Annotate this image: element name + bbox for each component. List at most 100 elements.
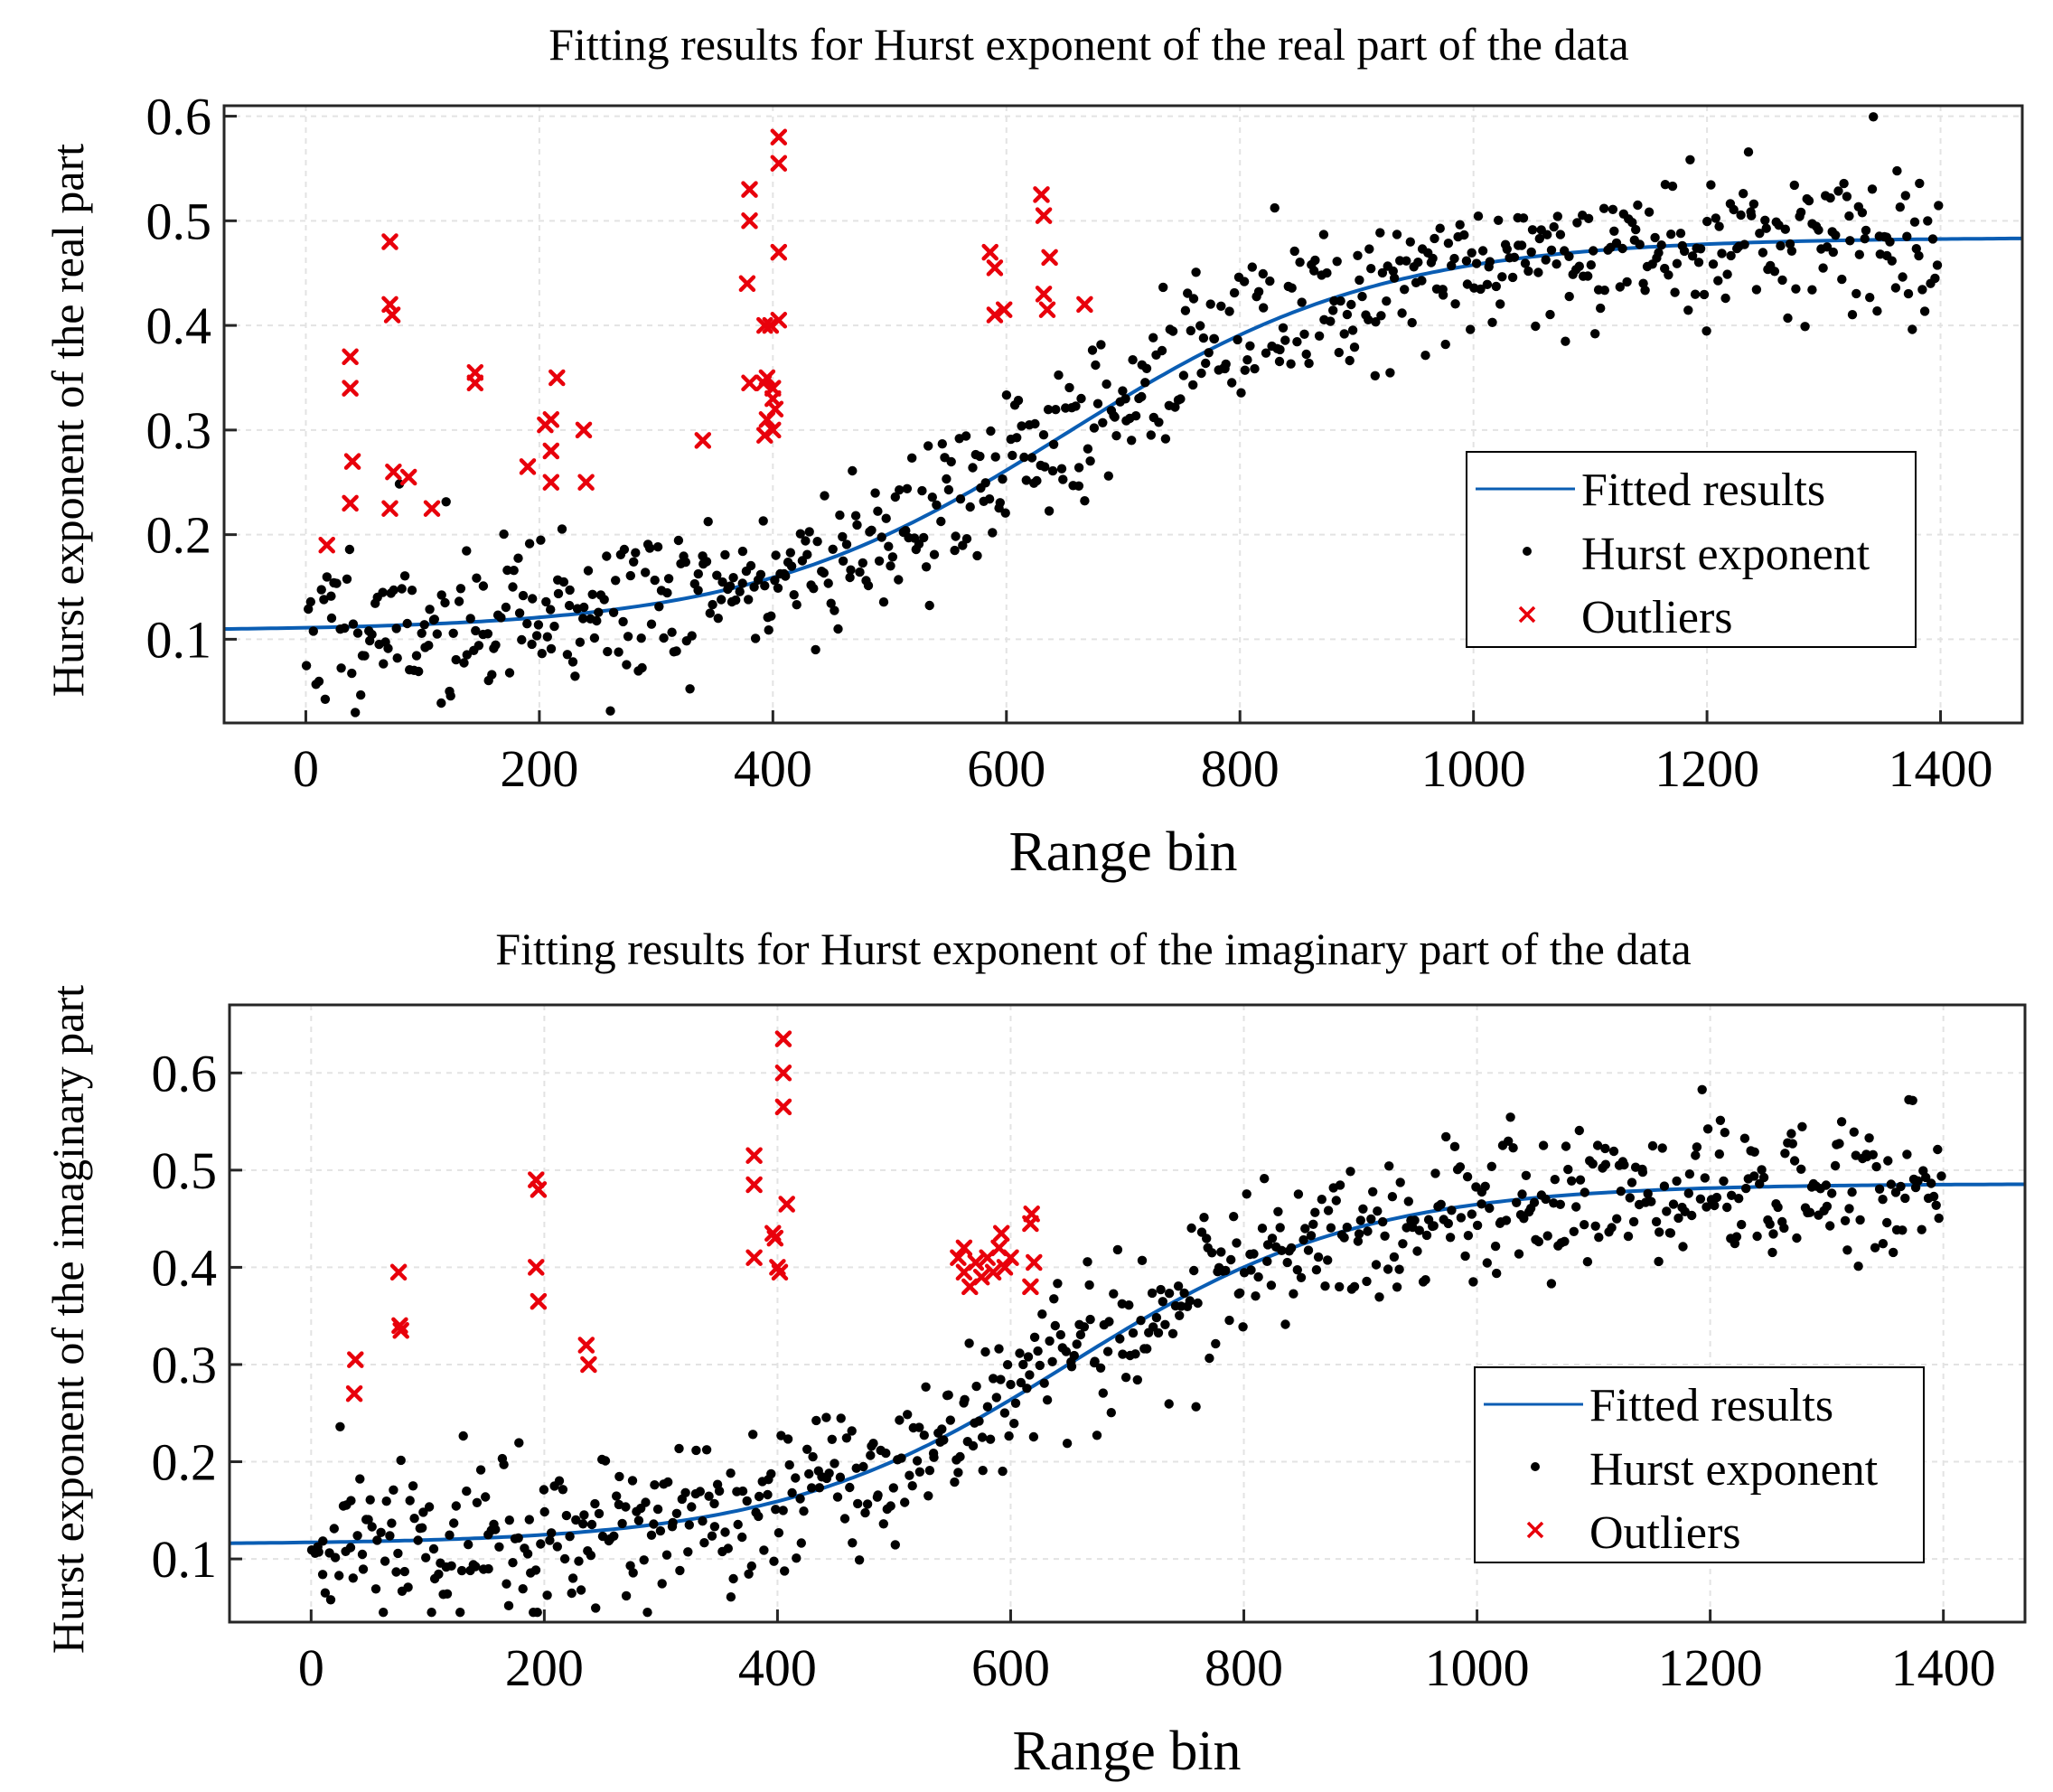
data-point [1128,355,1138,365]
data-point [950,1477,960,1487]
data-point [1748,199,1759,209]
data-point [964,1338,974,1348]
data-point [557,524,567,534]
data-point [821,1412,831,1422]
data-point [1919,306,1930,316]
data-point [1928,1191,1939,1202]
data-point [504,1515,514,1525]
data-point [1507,272,1518,283]
data-point [1104,1317,1114,1327]
data-point [971,1381,981,1392]
data-point [902,483,913,493]
x-axis-label: Range bin [1012,1721,1241,1782]
data-point [614,647,623,657]
data-point [1449,253,1459,264]
data-point [802,549,812,559]
data-point [917,485,927,496]
data-point [1280,335,1290,345]
data-point [1664,270,1673,280]
data-point [504,668,515,678]
outlier-point [347,1351,364,1368]
data-point [1006,1379,1016,1390]
data-point [1520,258,1531,268]
data-point [396,1455,406,1466]
data-point [1564,251,1574,261]
data-point [1623,1231,1634,1242]
data-point [1836,1117,1847,1127]
data-point [1287,283,1297,293]
data-point [1679,246,1690,257]
data-point [1196,368,1206,379]
outlier-point [774,1030,792,1047]
data-point [1485,1203,1495,1214]
data-point [1204,348,1214,358]
data-point [668,1517,678,1528]
data-point [1615,282,1626,292]
data-point [887,552,898,562]
data-point [380,1556,390,1566]
data-point [1596,303,1606,314]
data-point [1731,1232,1742,1242]
data-point [1443,1218,1454,1229]
data-point [1259,303,1269,313]
data-point [982,1402,993,1412]
data-point [1898,1225,1908,1235]
data-point [1864,1133,1874,1143]
data-point [1216,301,1226,311]
data-point [990,452,1000,462]
data-point [657,1579,667,1589]
data-point [1326,316,1336,326]
data-point [1476,284,1486,295]
data-point [608,607,619,617]
data-point [1736,210,1746,220]
data-point [1655,1227,1664,1237]
outlier-point [580,1356,597,1374]
data-point [986,426,996,436]
data-point [1931,1200,1941,1211]
data-point [652,1504,663,1515]
data-point [901,526,911,536]
data-point [1583,213,1594,223]
data-point [667,627,677,637]
data-point [1779,1223,1789,1234]
data-point [1430,1168,1440,1178]
x-tick-label: 1000 [1425,1638,1530,1697]
data-point [1227,378,1237,388]
data-point [472,573,482,583]
data-point [1320,1281,1330,1291]
data-point [881,1448,891,1459]
data-point [896,1453,906,1463]
data-point [1405,237,1416,247]
data-point [1355,275,1364,286]
data-point [358,1564,369,1574]
data-point [481,1492,491,1502]
data-point [1796,1164,1806,1175]
data-point [471,1562,481,1572]
data-point [1521,1170,1532,1181]
data-point [1207,1248,1217,1258]
data-point [1683,305,1693,315]
outlier-point [766,1229,784,1247]
data-point [1016,1377,1026,1388]
data-point [1878,1239,1889,1249]
data-point [1821,1180,1832,1190]
legend: Fitted results Hurst exponent Outliers [1474,1366,1925,1563]
data-point [1274,356,1285,367]
data-point [1534,233,1545,244]
data-point [524,1515,534,1525]
data-point [1518,213,1529,223]
data-point [1495,299,1505,309]
data-point [1599,286,1610,296]
data-point [1140,378,1150,388]
data-point [1447,260,1457,271]
data-point [1069,1350,1080,1361]
data-point [1701,326,1711,336]
data-point [1073,481,1084,491]
y-tick-label: 0.1 [146,610,212,669]
data-point [1403,1196,1414,1206]
data-point [1438,290,1448,300]
outlier-layer [318,128,1093,554]
data-point [1462,1172,1473,1182]
data-point [594,607,604,617]
data-point [695,1487,705,1496]
